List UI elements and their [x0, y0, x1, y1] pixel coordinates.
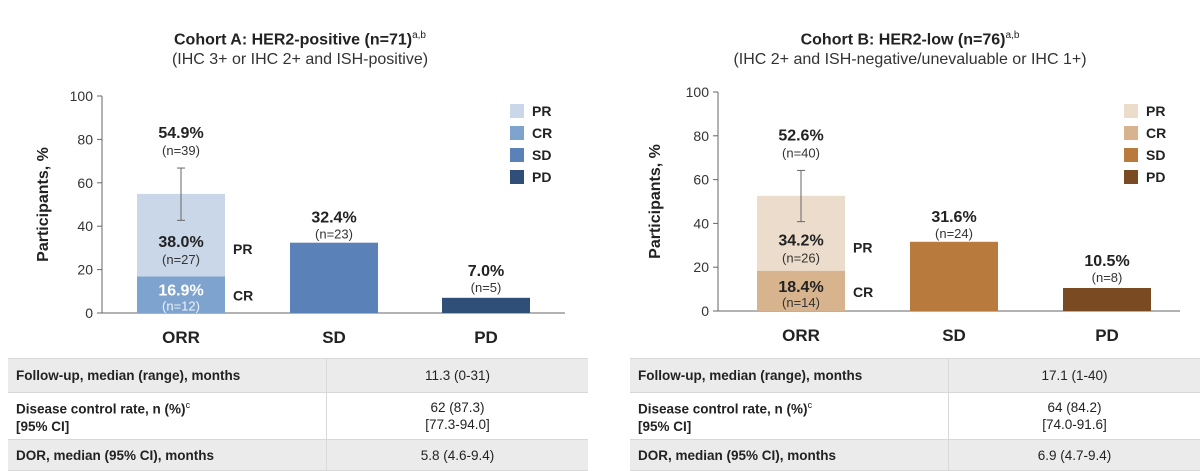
y-axis-label: Participants, % — [35, 147, 52, 262]
legend-label-sd: SD — [1146, 147, 1165, 163]
x-tick-label-pd: PD — [1095, 326, 1119, 345]
pr-n-label: (n=26) — [782, 250, 820, 265]
x-tick-label-pd: PD — [474, 328, 498, 347]
legend-label-pd: PD — [532, 169, 551, 185]
x-tick-label-sd: SD — [322, 328, 346, 347]
chart-title: Cohort B: HER2-low (n=76)a,b — [800, 30, 1020, 49]
pd-value-label: 7.0% — [468, 263, 504, 280]
x-tick-label-orr: ORR — [162, 328, 200, 347]
bar-orr-cr — [137, 276, 225, 313]
cr-value-label: 18.4% — [778, 279, 823, 296]
sd-value-label: 32.4% — [311, 210, 356, 227]
row-value: 6.9 (4.7-9.4) — [948, 439, 1200, 471]
y-tick-label: 0 — [85, 305, 93, 321]
legend-swatch-pr — [1124, 104, 1138, 118]
table-row-follow-up: Follow-up, median (range), months 17.1 (… — [630, 358, 1200, 393]
row-value: 5.8 (4.6-9.4) — [326, 439, 588, 471]
y-tick-label: 40 — [693, 215, 709, 231]
legend-swatch-pr — [510, 104, 524, 118]
cohort-a-summary-table: Follow-up, median (range), months 11.3 (… — [8, 358, 588, 471]
y-tick-label: 100 — [686, 84, 710, 100]
pr-tag-label: PR — [233, 241, 252, 257]
table-row-disease-control-rate: Disease control rate, n (%)c [95% CI] 64… — [630, 392, 1200, 440]
table-row-disease-control-rate: Disease control rate, n (%)c [95% CI] 62… — [8, 392, 588, 440]
pr-n-label: (n=27) — [162, 252, 200, 267]
bar-pd — [442, 297, 530, 313]
legend-swatch-pd — [510, 170, 524, 184]
y-tick-label: 60 — [693, 172, 709, 188]
table-row-follow-up: Follow-up, median (range), months 11.3 (… — [8, 358, 588, 393]
y-tick-label: 0 — [701, 303, 709, 319]
legend-swatch-cr — [1124, 126, 1138, 140]
orr-total-n-label: (n=40) — [782, 145, 820, 160]
row-value: 17.1 (1-40) — [948, 358, 1200, 393]
sd-n-label: (n=24) — [935, 226, 973, 241]
row-label: DOR, median (95% CI), months — [630, 439, 949, 471]
sd-value-label: 31.6% — [931, 209, 976, 226]
orr-total-n-label: (n=39) — [162, 143, 200, 158]
legend-swatch-sd — [1124, 148, 1138, 162]
table-row-dor: DOR, median (95% CI), months 5.8 (4.6-9.… — [8, 439, 588, 471]
sd-n-label: (n=23) — [315, 227, 353, 242]
bar-sd — [910, 241, 998, 311]
cohort-b-panel: Cohort B: HER2-low (n=76)a,b (IHC 2+ and… — [620, 0, 1200, 471]
legend-label-cr: CR — [1146, 125, 1166, 141]
row-label: DOR, median (95% CI), months — [8, 439, 327, 471]
legend-label-sd: SD — [532, 147, 551, 163]
pd-n-label: (n=8) — [1092, 270, 1123, 285]
y-tick-label: 20 — [693, 259, 709, 275]
bar-sd — [290, 242, 378, 313]
y-tick-label: 80 — [693, 128, 709, 144]
row-value-ci: [77.3-94.0] — [425, 417, 490, 432]
legend-label-pr: PR — [1146, 103, 1165, 119]
chart-subtitle: (IHC 3+ or IHC 2+ and ISH-positive) — [171, 51, 429, 68]
row-label-ci: [95% CI] — [16, 418, 70, 434]
cr-n-label: (n=12) — [162, 299, 200, 314]
orr-total-label: 52.6% — [778, 127, 823, 144]
bar-orr-cr — [757, 270, 845, 311]
cohort-a-panel: Cohort A: HER2-positive (n=71)a,b (IHC 3… — [8, 30, 588, 471]
cr-tag-label: CR — [853, 284, 873, 300]
y-tick-label: 40 — [77, 218, 93, 234]
bar-pd — [1063, 288, 1151, 311]
row-value: 11.3 (0-31) — [326, 358, 588, 393]
x-tick-label-orr: ORR — [782, 326, 820, 345]
legend-label-pd: PD — [1146, 169, 1165, 185]
legend-swatch-sd — [510, 148, 524, 162]
y-axis-label: Participants, % — [647, 144, 664, 259]
cr-n-label: (n=14) — [782, 295, 820, 310]
cohort-b-chart: Participants, % 0 20 40 60 80 100 18.4%(n=14) CR… — [647, 84, 1180, 345]
legend-label-pr: PR — [532, 103, 551, 119]
x-tick-label-sd: SD — [942, 326, 966, 345]
cohort-b-summary-table: Follow-up, median (range), months 17.1 (… — [630, 358, 1200, 471]
pr-value-label: 38.0% — [158, 234, 203, 251]
pd-n-label: (n=5) — [471, 280, 502, 295]
chart-title: Cohort A: HER2-positive (n=71)a,b — [174, 30, 426, 49]
row-value: 62 (87.3) [77.3-94.0] — [326, 392, 588, 440]
row-value: 64 (84.2) [74.0-91.6] — [948, 392, 1200, 440]
legend-label-cr: CR — [532, 125, 552, 141]
legend-swatch-cr — [510, 126, 524, 140]
legend-swatch-pd — [1124, 170, 1138, 184]
row-label-ci: [95% CI] — [638, 418, 692, 434]
cr-value-label: 16.9% — [158, 283, 203, 300]
table-row-dor: DOR, median (95% CI), months 6.9 (4.7-9.… — [630, 439, 1200, 471]
pr-tag-label: PR — [853, 239, 872, 255]
orr-total-label: 54.9% — [158, 125, 203, 142]
cohort-a-chart: Participants, % 0 20 40 60 80 100 16.9%(n=12) CR… — [35, 88, 565, 347]
row-value-ci: [74.0-91.6] — [1042, 417, 1107, 432]
y-tick-label: 60 — [77, 175, 93, 191]
row-label: Disease control rate, n (%)c [95% CI] — [8, 392, 327, 440]
row-label: Follow-up, median (range), months — [8, 358, 327, 393]
row-label: Disease control rate, n (%)c [95% CI] — [630, 392, 949, 440]
chart-subtitle: (IHC 2+ and ISH-negative/unevaluable or … — [733, 51, 1087, 68]
y-tick-label: 80 — [77, 131, 93, 147]
pd-value-label: 10.5% — [1084, 253, 1129, 270]
y-tick-label: 100 — [70, 88, 94, 104]
cr-tag-label: CR — [233, 288, 253, 304]
row-label: Follow-up, median (range), months — [630, 358, 949, 393]
y-tick-label: 20 — [77, 262, 93, 278]
pr-value-label: 34.2% — [778, 232, 823, 249]
